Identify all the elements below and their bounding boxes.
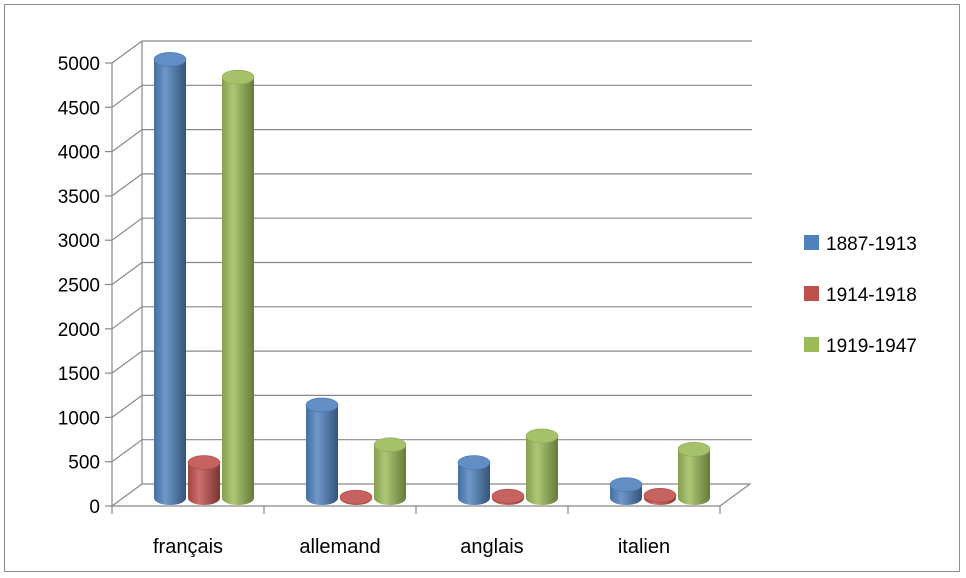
- y-tick-label: 2500: [58, 276, 100, 297]
- bar-body: [222, 77, 254, 506]
- bar-body: [526, 435, 558, 505]
- y-tick-label: 3000: [58, 231, 100, 252]
- bar-top: [677, 441, 711, 457]
- bar-body: [678, 449, 710, 505]
- bar-2-2: [525, 428, 559, 505]
- bar-top: [525, 428, 559, 444]
- bar-2-1: [491, 488, 525, 505]
- gridline-side: [111, 394, 143, 418]
- bar-top: [491, 488, 525, 504]
- x-category-label: anglais: [460, 536, 523, 558]
- x-axis-labels: français allemand anglais italien: [111, 506, 721, 558]
- bar-1-2: [373, 437, 407, 505]
- legend-swatch: [804, 337, 819, 352]
- bars: [153, 52, 711, 506]
- gridline-side: [111, 439, 143, 463]
- bar-top: [373, 437, 407, 453]
- x-category-label: allemand: [299, 536, 380, 558]
- gridline-side: [111, 40, 143, 64]
- gridline-side: [111, 84, 143, 108]
- legend: 1887-1913 1914-1918 1919-1947: [804, 234, 917, 357]
- gridline-side: [111, 129, 143, 153]
- bar-body: [154, 59, 186, 506]
- legend-swatch: [804, 286, 819, 301]
- bar-top: [643, 488, 677, 503]
- y-tick-label: 0: [89, 497, 100, 518]
- bar-2-0: [457, 455, 491, 505]
- bar-0-0: [153, 52, 187, 506]
- gridline-side: [111, 350, 143, 374]
- bar-body: [374, 444, 406, 505]
- bar-top: [339, 489, 373, 505]
- y-tick-label: 500: [68, 453, 100, 474]
- y-tick-label: 1500: [58, 364, 100, 385]
- bar-top: [153, 52, 187, 67]
- legend-label: 1919-1947: [826, 336, 917, 357]
- bar-top: [457, 455, 491, 470]
- bar-top: [221, 69, 255, 85]
- y-tick-label: 4000: [58, 143, 100, 164]
- bar-body: [306, 404, 338, 505]
- bar-0-2: [221, 69, 255, 506]
- gridline-side: [111, 217, 143, 241]
- y-tick-label: 2000: [58, 320, 100, 341]
- gridline-side: [111, 306, 143, 330]
- gridline-side: [111, 262, 143, 285]
- y-tick-label: 5000: [58, 54, 100, 75]
- x-category-label: italien: [618, 536, 670, 558]
- bar-3-0: [609, 477, 643, 505]
- chart-walls: [110, 41, 752, 507]
- bar-0-1: [187, 455, 221, 505]
- y-tick-label: 1000: [58, 408, 100, 429]
- bar-body: [188, 462, 220, 505]
- bar-top: [609, 477, 643, 493]
- gridline-side: [111, 173, 143, 197]
- legend-label: 1887-1913: [826, 234, 917, 255]
- y-tick-label: 4500: [58, 98, 100, 119]
- bar-body: [458, 462, 490, 505]
- x-category-label: français: [153, 536, 223, 558]
- bar-1-1: [339, 489, 373, 505]
- bar-3-2: [677, 441, 711, 505]
- bar-top: [187, 455, 221, 470]
- y-tick-label: 3500: [58, 187, 100, 208]
- gridlines: [111, 40, 752, 463]
- legend-label: 1914-1918: [826, 285, 917, 306]
- bar-1-0: [305, 397, 339, 505]
- y-axis-ticks: 0 500 1000 1500 2000 2500 3000 3500 4000 4500 5000: [58, 54, 112, 518]
- bar-top: [305, 397, 339, 413]
- legend-swatch: [804, 235, 819, 250]
- bar-3-1: [643, 488, 677, 505]
